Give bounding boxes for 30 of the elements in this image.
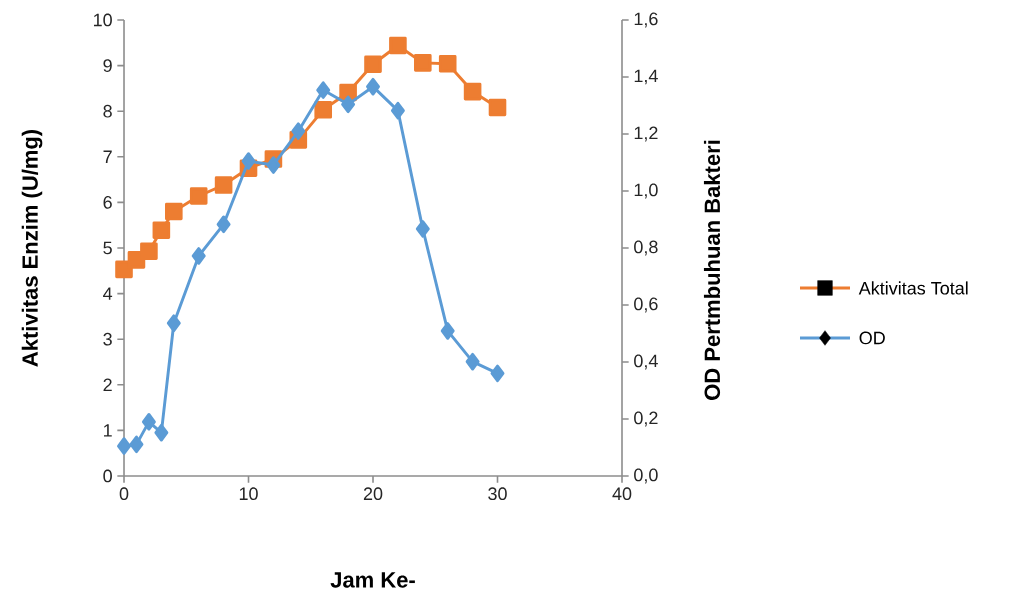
y2-tick-label: 0,0 xyxy=(634,468,658,484)
y2-tick-label: 1,0 xyxy=(634,183,658,199)
legend-label: Aktivitas Total xyxy=(858,281,968,295)
y-tick-label: 8 xyxy=(103,104,112,118)
x-tick-label: 20 xyxy=(363,487,383,501)
x-tick-label: 0 xyxy=(119,487,129,501)
y2-tick-label: 1,6 xyxy=(634,12,658,28)
x-axis-title: Jam Ke- xyxy=(330,572,415,588)
y-tick-label: 4 xyxy=(103,287,113,300)
y-tick-label: 3 xyxy=(103,332,112,346)
y2-tick-label: 0,8 xyxy=(634,240,658,256)
y2-tick-label: 0,4 xyxy=(634,354,658,370)
y2-tick-label: 1,2 xyxy=(634,126,658,142)
x-tick-label: 30 xyxy=(488,487,507,501)
y-axis-title: Aktivitas Enzim (U/mg) xyxy=(21,129,43,367)
y-tick-label: 0 xyxy=(103,469,112,483)
y2-tick-label: 0,2 xyxy=(634,411,658,427)
x-tick-label: 10 xyxy=(239,487,258,501)
y-tick-label: 9 xyxy=(103,59,112,72)
y-tick-label: 10 xyxy=(93,13,112,27)
y-tick-label: 1 xyxy=(104,424,112,437)
y-tick-label: 6 xyxy=(103,196,112,209)
y-tick-label: 7 xyxy=(103,150,112,163)
y2-tick-label: 0,6 xyxy=(634,297,658,313)
y-tick-label: 5 xyxy=(103,241,112,255)
y-tick-label: 2 xyxy=(103,378,112,392)
y2-tick-label: 1,4 xyxy=(634,69,658,85)
y2-axis-title: OD Pertmbuhuan Bakteri xyxy=(703,140,721,400)
legend-label: OD xyxy=(859,331,885,345)
x-tick-label: 40 xyxy=(612,487,632,501)
